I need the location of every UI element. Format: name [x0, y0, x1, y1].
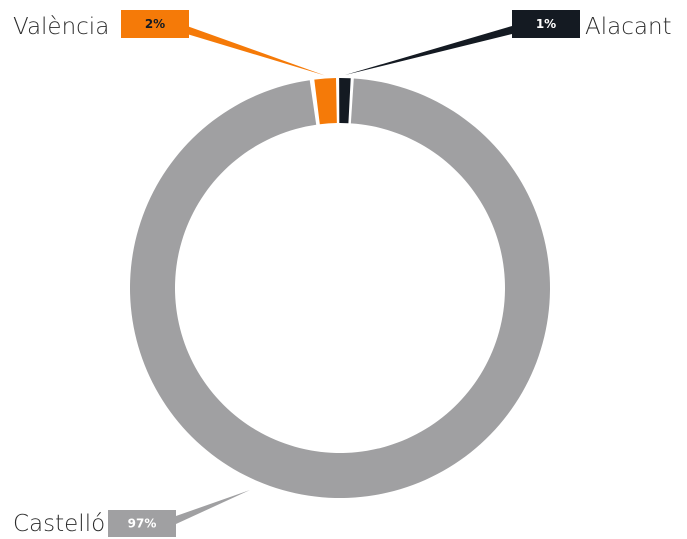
- slice-valencia: [314, 78, 337, 125]
- leader-castello: [176, 490, 250, 524]
- category-label-valencia: València: [13, 14, 109, 40]
- leader-lines: [176, 26, 512, 524]
- slice-labels: 97% Castelló 2% València 1% Alacant: [13, 10, 672, 537]
- value-label-valencia: 2%: [145, 17, 165, 31]
- value-label-alacant: 1%: [536, 17, 556, 31]
- leader-valencia: [187, 26, 325, 76]
- value-badge-valencia: [121, 10, 189, 38]
- value-label-castello: 97%: [128, 517, 157, 531]
- category-label-castello: Castelló: [13, 511, 105, 537]
- value-badge-alacant: [512, 10, 580, 38]
- slice-castello: [130, 78, 551, 498]
- category-label-alacant: Alacant: [585, 14, 672, 40]
- slice-alacant: [339, 78, 351, 124]
- leader-alacant: [344, 26, 512, 76]
- value-badge-castello: [108, 510, 176, 537]
- donut-slices: [130, 78, 551, 498]
